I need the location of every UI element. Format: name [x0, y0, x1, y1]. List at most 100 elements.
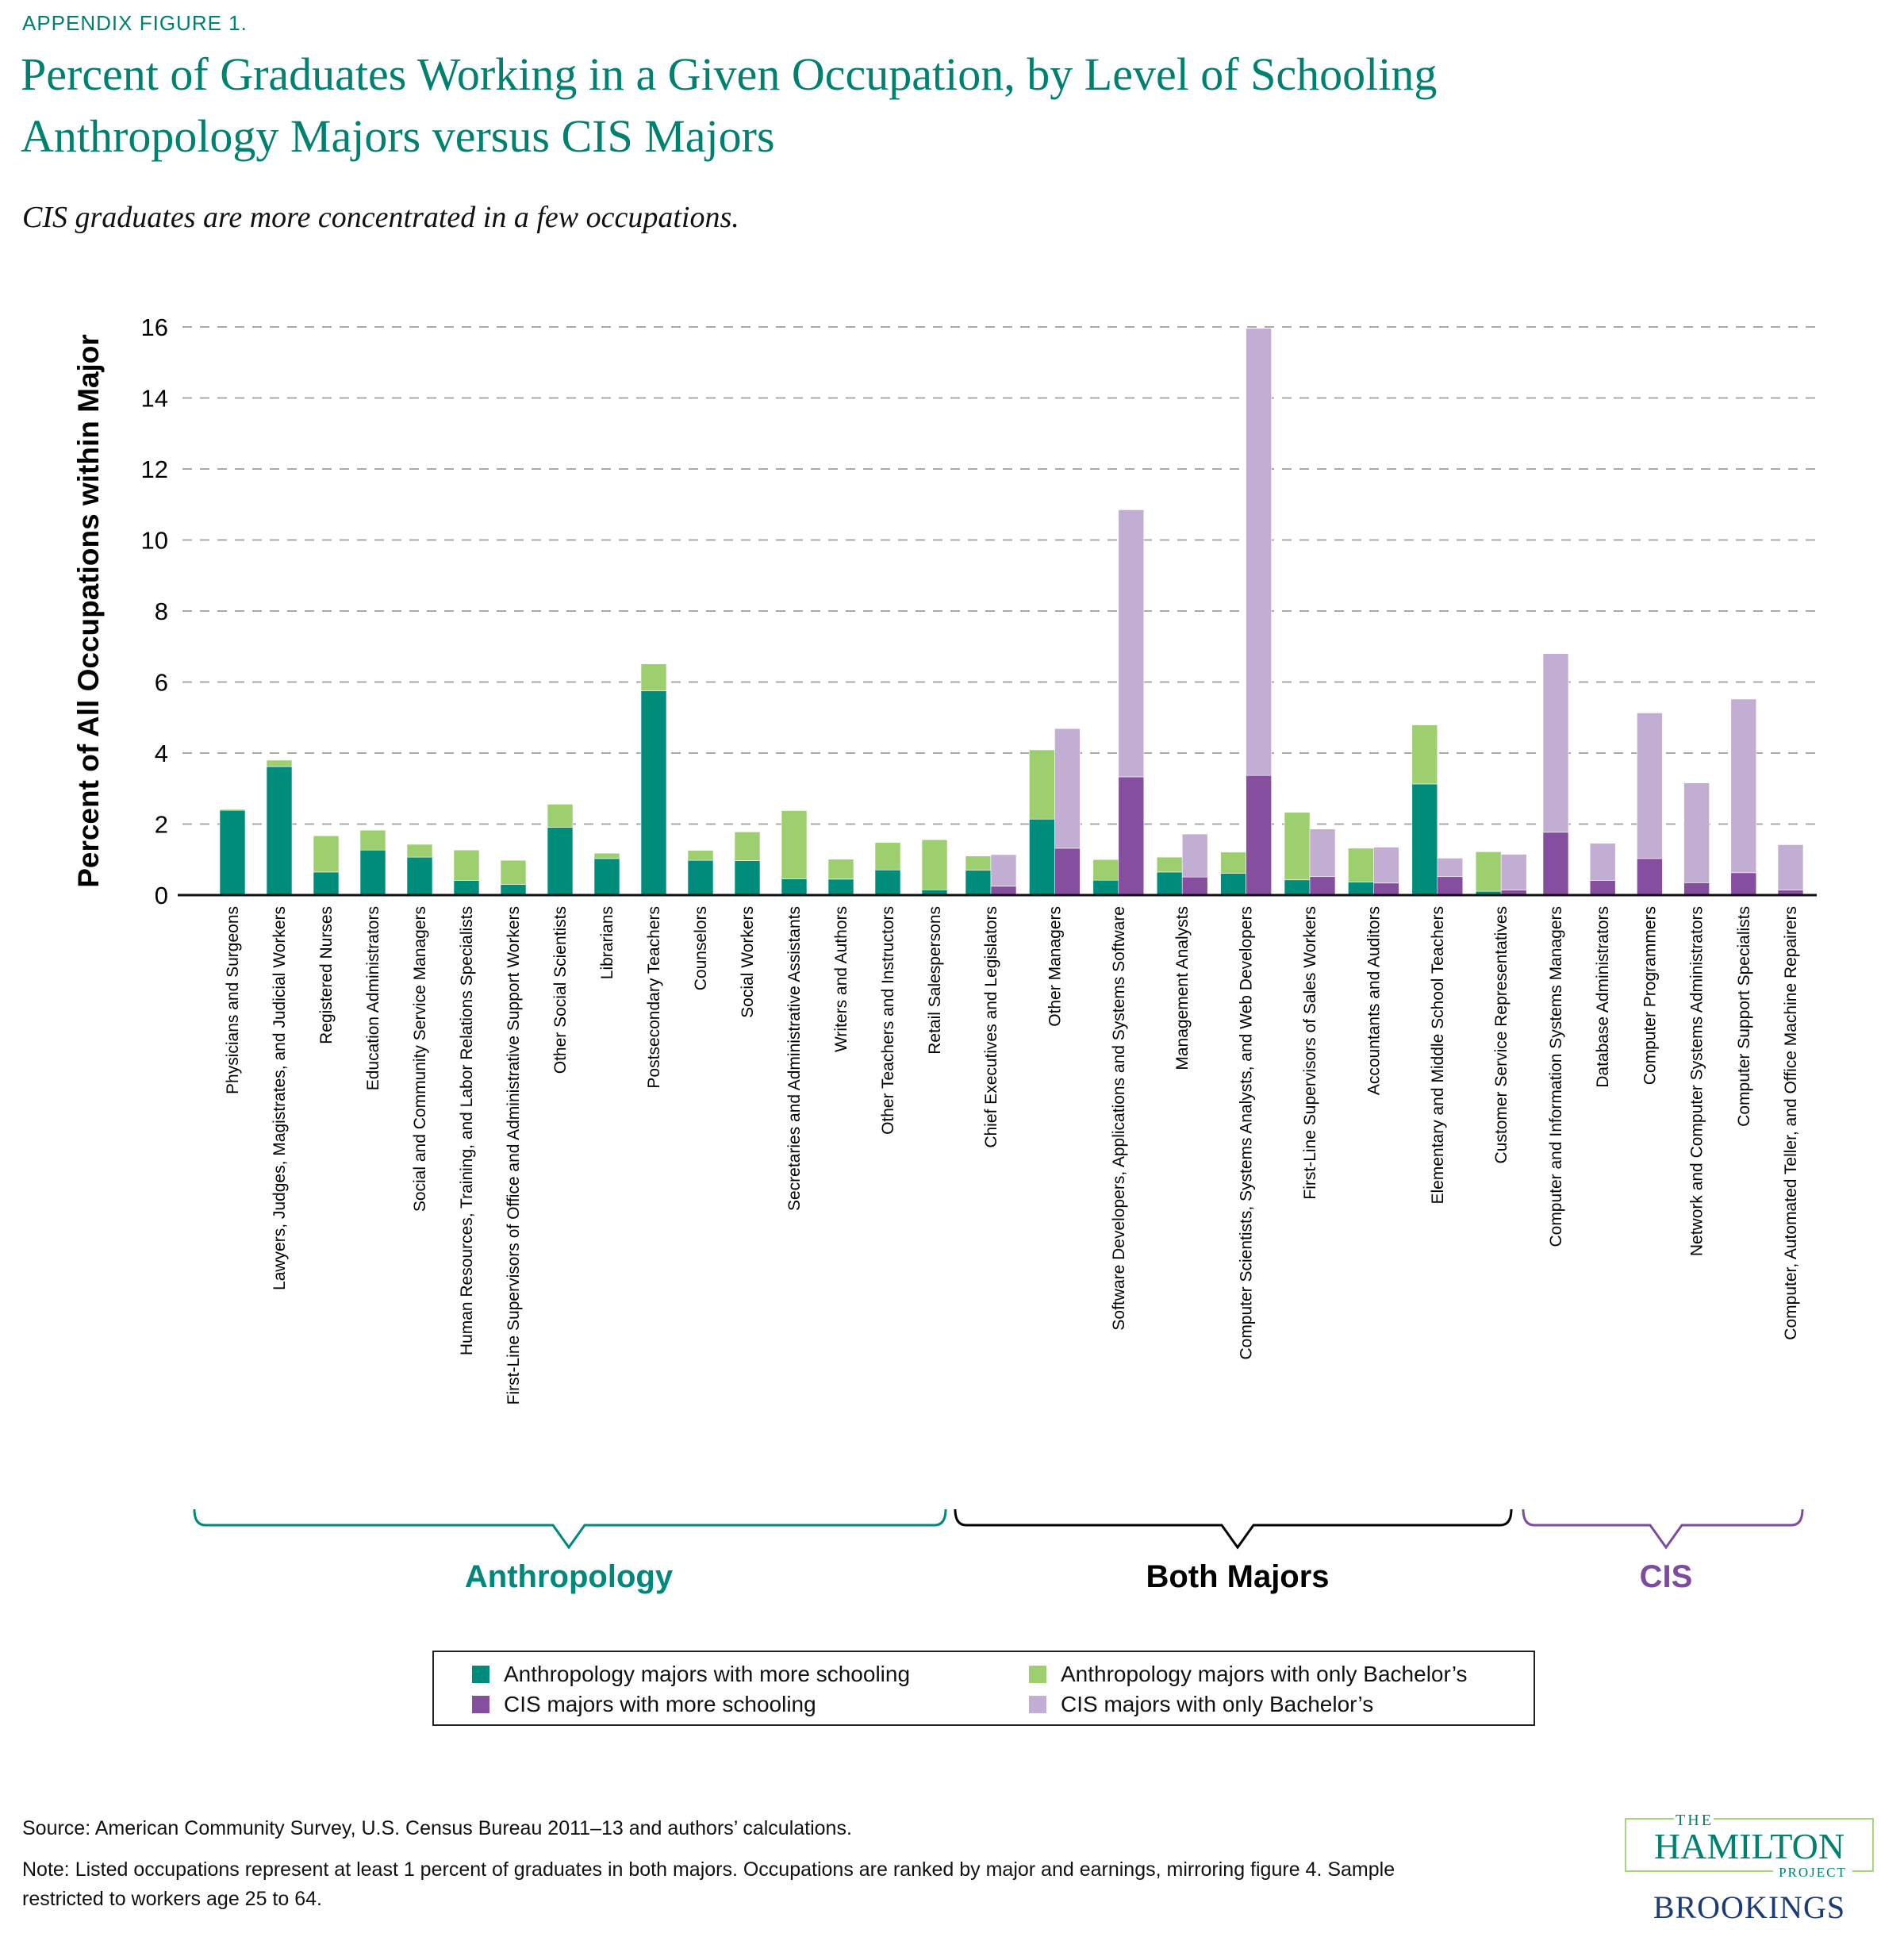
- cis-bachelors-bar: [1054, 728, 1081, 849]
- svg-text:PROJECT: PROJECT: [1779, 1865, 1847, 1880]
- x-tick-labels: Physicians and Surgeons Lawyers, Judges, …: [224, 906, 1800, 1405]
- legend-label: CIS majors with only Bachelor’s: [1061, 1692, 1374, 1716]
- x-tick-label: Counselors: [692, 906, 710, 990]
- anthro-bachelors-bar: [734, 832, 761, 861]
- x-tick-label: Software Developers, Applications and Sy…: [1110, 906, 1128, 1331]
- legend-swatch: [472, 1666, 489, 1683]
- x-tick-label: Computer and Information Systems Manager…: [1547, 906, 1565, 1247]
- y-tick-label: 4: [155, 740, 168, 767]
- cis-bachelors-bar: [1118, 509, 1145, 778]
- anthro-more-schooling-bar: [874, 869, 901, 896]
- x-tick-label: Lawyers, Judges, Magistrates, and Judici…: [271, 906, 289, 1290]
- group-label: CIS: [1640, 1559, 1693, 1594]
- chart-subtitle: CIS graduates are more concentrated in a…: [22, 201, 739, 234]
- x-tick-label: Chief Executives and Legislators: [982, 906, 1000, 1148]
- cis-more-schooling-bar: [1637, 858, 1663, 896]
- x-tick-label: Writers and Authors: [832, 906, 850, 1052]
- x-tick-label: Registered Nurses: [317, 906, 336, 1044]
- anthro-bachelors-bar: [500, 859, 527, 885]
- cis-bachelors-bar: [1181, 833, 1208, 878]
- y-tick-label: 6: [155, 669, 168, 697]
- legend-label: CIS majors with more schooling: [504, 1692, 816, 1716]
- svg-text:THE: THE: [1676, 1812, 1714, 1829]
- x-tick-label: Computer Programmers: [1641, 906, 1659, 1085]
- footnote: Note: Listed occupations represent at le…: [22, 1858, 1395, 1881]
- anthro-more-schooling-bar: [687, 859, 714, 896]
- anthro-more-schooling-bar: [453, 880, 480, 896]
- x-tick-label: Other Managers: [1046, 906, 1064, 1027]
- legend-swatch: [1029, 1696, 1046, 1713]
- x-tick-label: Customer Service Representatives: [1492, 906, 1511, 1163]
- x-tick-label: Computer, Automated Teller, and Office M…: [1782, 906, 1800, 1340]
- cis-bachelors-bar: [1730, 698, 1757, 874]
- footnote-line2: restricted to workers age 25 to 64.: [22, 1888, 322, 1910]
- anthro-bachelors-bar: [1475, 851, 1502, 892]
- y-tick-labels: 0 2 4 6 8 10 12 14 16: [141, 313, 168, 909]
- cis-more-schooling-bar: [1054, 847, 1081, 896]
- anthro-more-schooling-bar: [734, 860, 761, 896]
- x-tick-label: Accountants and Auditors: [1365, 906, 1383, 1095]
- anthro-bachelors-bar: [266, 759, 293, 767]
- legend-label: Anthropology majors with only Bachelor’s: [1061, 1662, 1468, 1686]
- anthro-more-schooling-bar: [1284, 879, 1311, 896]
- figure-label: APPENDIX FIGURE 1.: [22, 11, 248, 35]
- x-tick-label: Other Teachers and Instructors: [879, 906, 897, 1135]
- anthro-bachelors-bar: [219, 809, 246, 811]
- anthro-bachelors-bar: [965, 855, 992, 870]
- anthro-bachelors-bar: [1029, 749, 1055, 820]
- cis-bachelors-bar: [990, 854, 1017, 887]
- anthro-bachelors-bar: [547, 804, 574, 828]
- cis-more-schooling-bar: [1118, 776, 1145, 896]
- cis-bachelors-bar: [1309, 828, 1336, 878]
- x-tick-label: Management Analysts: [1173, 906, 1192, 1070]
- cis-bachelors-bar: [1589, 843, 1616, 881]
- anthro-more-schooling-bar: [219, 809, 246, 896]
- x-tick-label: Social and Community Service Managers: [411, 906, 429, 1212]
- anthro-more-schooling-bar: [500, 884, 527, 896]
- anthro-bachelors-bar: [827, 859, 854, 880]
- cis-more-schooling-bar: [1246, 774, 1272, 896]
- legend-swatch: [472, 1696, 489, 1713]
- cis-bachelors-bar: [1373, 847, 1399, 884]
- anthro-more-schooling-bar: [1411, 783, 1438, 896]
- anthro-bachelors-bar: [1092, 859, 1119, 881]
- group-bracket: [954, 1508, 1513, 1550]
- anthro-more-schooling-bar: [547, 827, 574, 896]
- cis-bachelors-bar: [1777, 844, 1804, 891]
- anthro-more-schooling-bar: [1029, 818, 1055, 896]
- legend-item-cis-more: CIS majors with more schooling: [472, 1692, 816, 1717]
- anthro-more-schooling-bar: [1156, 871, 1183, 896]
- bars: [219, 328, 1804, 896]
- anthro-bachelors-bar: [1156, 856, 1183, 873]
- anthro-bachelors-bar: [921, 839, 948, 890]
- cis-bachelors-bar: [1437, 858, 1464, 878]
- x-tick-label: Secretaries and Administrative Assistant…: [785, 906, 804, 1211]
- anthro-more-schooling-bar: [1220, 873, 1246, 896]
- group-bracket: [1522, 1508, 1804, 1550]
- legend: Anthropology majors with more schooling …: [432, 1651, 1535, 1726]
- legend-item-cis-ba: CIS majors with only Bachelor’s: [1029, 1692, 1373, 1717]
- y-tick-label: 16: [141, 313, 168, 341]
- cis-bachelors-bar: [1246, 328, 1272, 776]
- cis-bachelors-bar: [1542, 653, 1569, 833]
- x-tick-label: Retail Salespersons: [926, 906, 944, 1055]
- y-tick-label: 8: [155, 598, 168, 625]
- anthro-bachelors-bar: [1411, 724, 1438, 785]
- legend-item-anthro-more: Anthropology majors with more schooling: [472, 1662, 910, 1687]
- anthro-bachelors-bar: [1284, 812, 1311, 881]
- anthro-more-schooling-bar: [406, 856, 433, 896]
- x-tick-label: Computer Scientists, Systems Analysts, a…: [1238, 906, 1256, 1360]
- group-bracket: [193, 1508, 947, 1550]
- x-tick-label: Physicians and Surgeons: [224, 906, 242, 1094]
- cis-bachelors-bar: [1683, 782, 1710, 883]
- anthro-bachelors-bar: [1348, 847, 1374, 882]
- anthro-bachelors-bar: [593, 852, 620, 859]
- group-label: Both Majors: [1146, 1559, 1329, 1594]
- cis-more-schooling-bar: [1437, 876, 1464, 896]
- anthro-bachelors-bar: [874, 842, 901, 870]
- anthro-more-schooling-bar: [593, 858, 620, 896]
- hamilton-brookings-logo: THE HAMILTON PROJECT BROOKINGS: [1625, 1811, 1874, 1925]
- cis-more-schooling-bar: [1730, 872, 1757, 896]
- source-note: Source: American Community Survey, U.S. …: [22, 1817, 852, 1839]
- x-tick-label: Human Resources, Training, and Labor Rel…: [458, 906, 476, 1355]
